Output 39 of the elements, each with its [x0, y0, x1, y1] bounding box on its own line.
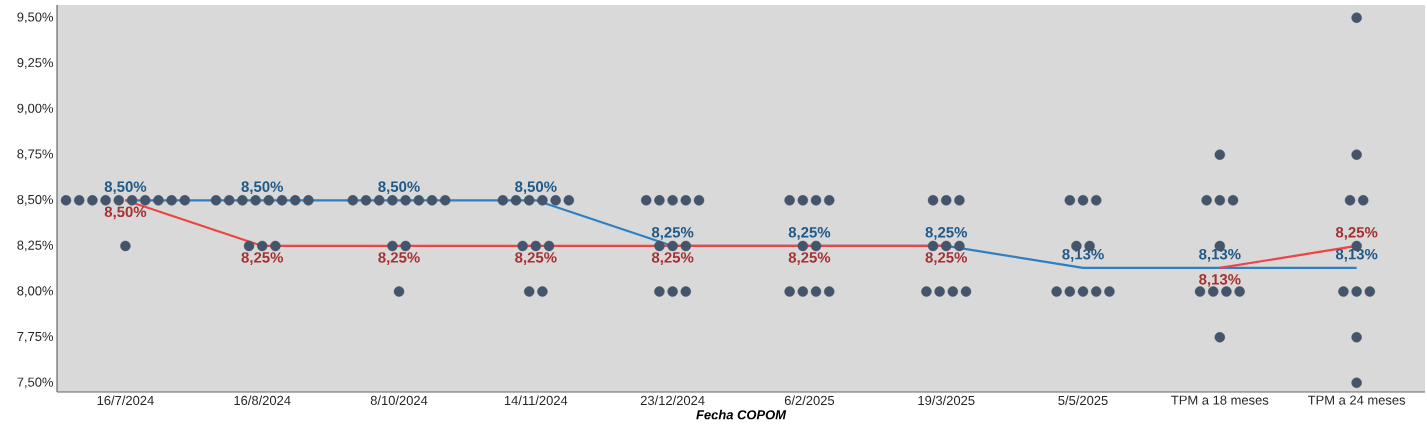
data-label: 8,25% — [788, 227, 831, 240]
data-label: 8,25% — [378, 252, 420, 265]
x-tick-label: 16/7/2024 — [97, 395, 154, 406]
y-tick-label: 7,75% — [17, 331, 54, 343]
data-label: 8,13% — [1199, 274, 1241, 287]
y-tick-label: 9,50% — [17, 12, 54, 24]
x-tick-label: 16/8/2024 — [234, 395, 291, 406]
data-label: 8,25% — [925, 227, 968, 240]
data-label: 8,25% — [651, 227, 694, 240]
x-tick-label: 5/5/2025 — [1058, 395, 1108, 406]
y-tick-label: 9,25% — [17, 58, 54, 69]
data-label: 8,25% — [925, 252, 968, 265]
y-tick-label: 8,00% — [17, 286, 54, 297]
x-axis-title: Fecha COPOM — [696, 409, 787, 420]
x-tick-label: 14/11/2024 — [504, 395, 568, 406]
data-label: 8,50% — [104, 181, 147, 195]
data-label: 8,25% — [788, 252, 831, 265]
data-label: 8,25% — [241, 252, 283, 265]
y-tick-label: 8,50% — [17, 194, 54, 206]
y-tick-label: 9,00% — [17, 103, 54, 115]
data-label: 8,25% — [515, 252, 557, 265]
data-label: 8,50% — [241, 181, 283, 195]
y-tick-label: 7,50% — [17, 377, 54, 389]
data-label: 8,50% — [378, 181, 420, 195]
data-label: 8,13% — [1335, 248, 1378, 262]
data-label: 8,25% — [1335, 227, 1378, 240]
y-tick-label: 8,25% — [17, 240, 54, 252]
data-label: 8,13% — [1199, 248, 1241, 262]
x-tick-label: TPM a 24 meses — [1307, 395, 1406, 405]
x-tick-label: TPM a 18 meses — [1171, 395, 1269, 405]
y-tick-label: 8,75% — [17, 149, 54, 161]
data-label: 8,50% — [515, 181, 557, 195]
x-tick-label: 23/12/2024 — [640, 395, 705, 406]
x-tick-label: 8/10/2024 — [370, 395, 428, 406]
data-label: 8,25% — [651, 252, 694, 265]
data-label: 8,13% — [1062, 248, 1104, 262]
x-tick-label: 6/2/2025 — [784, 395, 835, 406]
data-label: 8,50% — [104, 206, 147, 220]
x-tick-label: 19/3/2025 — [918, 395, 975, 406]
